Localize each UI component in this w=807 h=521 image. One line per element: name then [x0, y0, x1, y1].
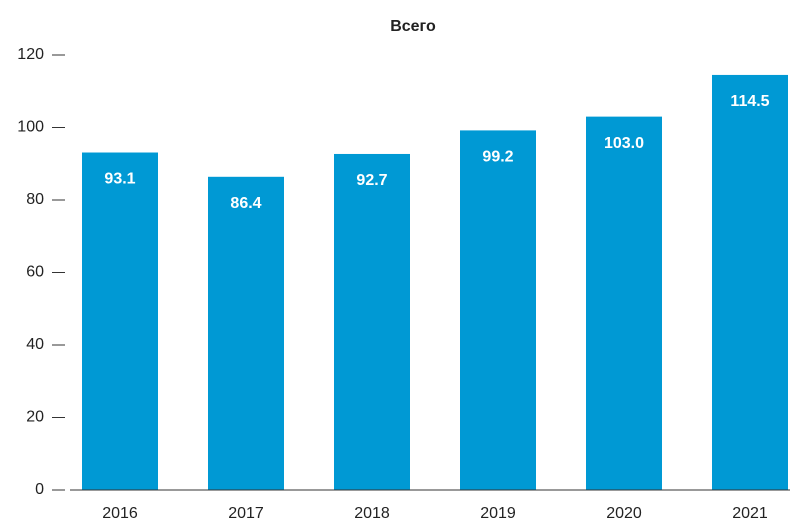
- bar: [460, 130, 536, 490]
- y-tick-label: 80: [26, 191, 44, 208]
- bar: [334, 153, 410, 490]
- y-tick-label: 20: [26, 409, 44, 426]
- y-tick-label: 60: [26, 264, 44, 281]
- bar: [712, 74, 788, 490]
- x-tick-label: 2020: [606, 505, 642, 521]
- value-label: 99.2: [482, 149, 513, 166]
- value-label: 114.5: [730, 93, 769, 110]
- y-tick-label: 0: [35, 481, 44, 498]
- x-tick-label: 2018: [354, 505, 390, 521]
- bar: [586, 116, 662, 490]
- value-label: 86.4: [230, 195, 261, 212]
- x-tick-label: 2019: [480, 505, 516, 521]
- chart-title: Всего: [390, 18, 436, 35]
- value-label: 93.1: [104, 171, 135, 188]
- y-tick-label: 40: [26, 336, 44, 353]
- x-tick-label: 2017: [228, 505, 264, 521]
- x-tick-label: 2021: [732, 505, 768, 521]
- bar: [208, 176, 284, 491]
- value-label: 92.7: [356, 172, 387, 189]
- x-tick-label: 2016: [102, 505, 138, 521]
- bar: [82, 152, 158, 490]
- y-tick-label: 100: [17, 119, 44, 136]
- value-label: 103.0: [604, 135, 644, 152]
- y-tick-label: 120: [17, 46, 44, 63]
